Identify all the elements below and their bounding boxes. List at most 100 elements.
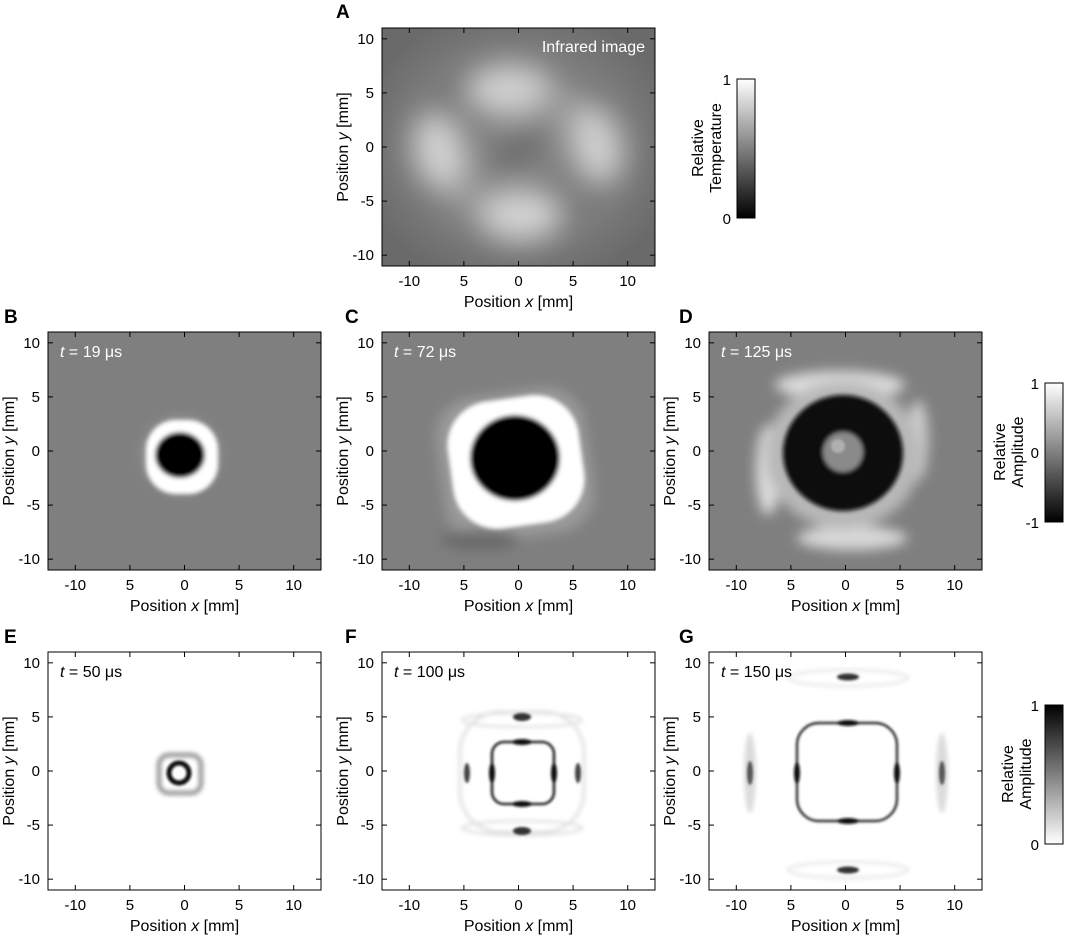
x-tick-label-d-0: -10 — [725, 577, 747, 594]
y-tick-label-a-1: 5 — [366, 85, 374, 102]
time-value-D: = 125 μs — [725, 344, 792, 361]
x-tick-label-d-3: 5 — [896, 577, 904, 594]
x-tick-label-c-2: 0 — [514, 577, 522, 594]
y-axis-label-d: Position y [mm] — [662, 396, 679, 505]
colorbar-amplitude-signed-label-1: Relative — [992, 423, 1009, 481]
x-tick-label-c-1: 5 — [460, 577, 468, 594]
panel-B: B t = 19 μs — [4, 307, 322, 571]
colorbar-temperature-label-1: Relative — [690, 119, 707, 177]
time-var-G: t — [721, 664, 726, 681]
panel-E-background — [48, 652, 321, 890]
y-axis-label-a: Position y [mm] — [335, 92, 352, 201]
colorbar-temperature-min: 0 — [723, 211, 731, 228]
y-axis-label-e: Position y [mm] — [1, 716, 18, 825]
y-tick-label-c-1: 5 — [366, 389, 374, 406]
x-tick-label-b-0: -10 — [64, 577, 86, 594]
field-D — [756, 371, 928, 550]
x-tick-label-g-0: -10 — [725, 897, 747, 914]
x-tick-label-c-4: 10 — [619, 577, 636, 594]
y-tick-label-b-1: 5 — [32, 389, 40, 406]
colorbar-temperature-label-2: Temperature — [708, 103, 725, 193]
field-E — [156, 752, 204, 796]
colorbar-amplitude-bar — [1044, 704, 1064, 845]
y-tick-label-d-3: -5 — [688, 497, 701, 514]
colorbar-amplitude-label-1: Relative — [1000, 745, 1017, 803]
x-axis-label-a: Position x [mm] — [464, 294, 573, 311]
y-tick-label-g-3: -5 — [688, 817, 701, 834]
field-F — [458, 710, 586, 836]
colorbar-temperature-max: 1 — [723, 72, 731, 89]
y-tick-label-a-0: 10 — [357, 31, 374, 48]
y-tick-label-b-4: -10 — [18, 551, 40, 568]
x-tick-label-c-3: 5 — [569, 577, 577, 594]
panel-F-background — [382, 652, 655, 890]
x-tick-label-d-4: 10 — [946, 577, 963, 594]
field-G — [744, 669, 948, 879]
x-tick-label-f-4: 10 — [619, 897, 636, 914]
x-tick-label-g-3: 5 — [896, 897, 904, 914]
panel-label-A: A — [336, 2, 350, 23]
colorbar-amplitude-signed-label-2: Amplitude — [1010, 416, 1027, 487]
panel-C: C t = 72 μs — [345, 307, 656, 571]
y-tick-label-e-4: -10 — [18, 871, 40, 888]
time-value-G: = 150 μs — [725, 664, 792, 681]
y-tick-label-e-2: 0 — [32, 763, 40, 780]
x-tick-label-e-3: 5 — [235, 897, 243, 914]
infrared-field — [412, 64, 624, 241]
y-tick-label-f-2: 0 — [366, 763, 374, 780]
x-tick-label-c-0: -10 — [398, 577, 420, 594]
x-tick-label-b-1: 5 — [126, 577, 134, 594]
time-var-D: t — [721, 344, 726, 361]
x-axis-label-e: Position x [mm] — [130, 918, 239, 935]
panel-label-F: F — [345, 627, 357, 648]
panel-G: G t = 150 μs — [679, 627, 983, 891]
colorbar-amplitude-signed-bar — [1044, 382, 1064, 523]
y-tick-label-d-1: 5 — [693, 389, 701, 406]
y-tick-label-d-0: 10 — [684, 335, 701, 352]
y-tick-label-c-4: -10 — [352, 551, 374, 568]
y-axis-label-b: Position y [mm] — [1, 396, 18, 505]
y-tick-label-d-4: -10 — [679, 551, 701, 568]
y-tick-label-e-1: 5 — [32, 709, 40, 726]
y-tick-label-a-2: 0 — [366, 139, 374, 156]
y-tick-label-e-0: 10 — [23, 655, 40, 672]
colorbar-amplitude-signed-max: 1 — [1031, 376, 1039, 393]
infrared-annotation: Infrared image — [542, 39, 645, 56]
x-tick-label-d-2: 0 — [841, 577, 849, 594]
time-annotation-G: t = 150 μs — [721, 664, 792, 681]
y-tick-label-d-2: 0 — [693, 443, 701, 460]
x-tick-label-a-2: 0 — [514, 273, 522, 290]
x-tick-label-a-0: -10 — [398, 273, 420, 290]
y-tick-label-b-3: -5 — [27, 497, 40, 514]
panel-label-G: G — [679, 627, 694, 648]
time-var-E: t — [60, 664, 65, 681]
y-axis-label-f: Position y [mm] — [335, 716, 352, 825]
x-tick-label-f-0: -10 — [398, 897, 420, 914]
panel-label-B: B — [4, 307, 18, 328]
y-tick-label-a-4: -10 — [352, 247, 374, 264]
colorbar-temperature: 1 0 Relative Temperature — [690, 72, 756, 228]
time-annotation-F: t = 100 μs — [394, 664, 465, 681]
time-value-B: = 19 μs — [64, 344, 122, 361]
y-tick-label-b-2: 0 — [32, 443, 40, 460]
colorbar-amplitude-max: 1 — [1031, 698, 1039, 715]
field-B — [143, 418, 219, 494]
y-tick-label-g-0: 10 — [684, 655, 701, 672]
time-value-C: = 72 μs — [398, 344, 456, 361]
time-annotation-C: t = 72 μs — [394, 344, 456, 361]
y-tick-label-c-3: -5 — [361, 497, 374, 514]
colorbar-amplitude-signed: 1 0 -1 Relative Amplitude — [992, 376, 1064, 532]
y-tick-label-f-1: 5 — [366, 709, 374, 726]
time-annotation-D: t = 125 μs — [721, 344, 792, 361]
x-axis-label-b: Position x [mm] — [130, 598, 239, 615]
y-tick-label-b-0: 10 — [23, 335, 40, 352]
time-var-C: t — [394, 344, 399, 361]
y-tick-label-g-1: 5 — [693, 709, 701, 726]
x-tick-label-g-2: 0 — [841, 897, 849, 914]
x-tick-label-e-4: 10 — [285, 897, 302, 914]
x-tick-label-e-1: 5 — [126, 897, 134, 914]
panel-label-C: C — [345, 307, 359, 328]
panel-D: D t = 125 μs — [679, 307, 983, 571]
